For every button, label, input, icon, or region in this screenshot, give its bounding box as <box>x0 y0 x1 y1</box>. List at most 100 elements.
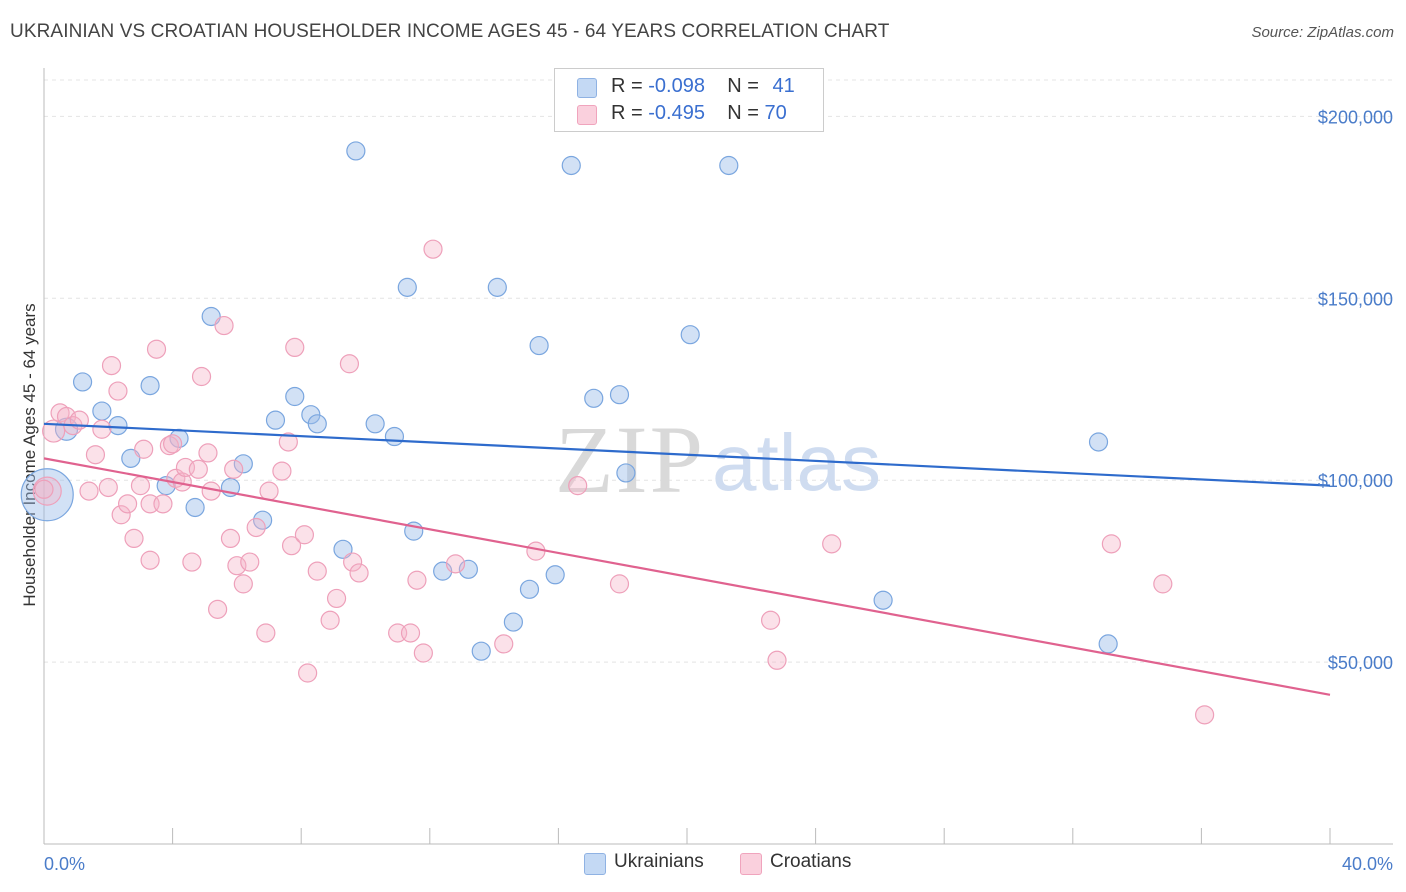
point-croatians <box>92 419 112 439</box>
point-croatians <box>79 481 99 501</box>
x-tick-label-min: 0.0% <box>44 854 85 874</box>
y-tick-label: $150,000 <box>1318 289 1393 309</box>
point-croatians <box>208 599 228 619</box>
point-ukrainians <box>140 376 160 396</box>
point-croatians <box>285 337 305 357</box>
point-croatians <box>140 550 160 570</box>
legend-n-value: 70 <box>764 102 787 124</box>
legend-r-label: R = <box>611 75 643 97</box>
point-ukrainians <box>384 426 405 447</box>
point-croatians <box>494 634 514 654</box>
point-croatians <box>294 525 315 545</box>
point-ukrainians <box>265 410 286 430</box>
point-ukrainians <box>719 155 739 176</box>
y-tick-label: $200,000 <box>1318 107 1393 127</box>
point-croatians <box>117 494 138 514</box>
point-croatians <box>445 554 466 574</box>
point-croatians <box>240 552 260 572</box>
point-croatians <box>1101 534 1121 554</box>
chart-title: UKRAINIAN VS CROATIAN HOUSEHOLDER INCOME… <box>10 21 890 42</box>
point-croatians <box>134 439 154 459</box>
point-croatians <box>1153 574 1173 594</box>
point-croatians <box>298 663 318 683</box>
point-croatians <box>214 315 234 336</box>
point-ukrainians <box>20 468 74 522</box>
point-croatians <box>98 477 118 498</box>
point-croatians <box>108 381 128 401</box>
point-croatians <box>320 610 340 630</box>
point-ukrainians <box>529 335 549 356</box>
trend-line-ukrainians <box>43 422 1331 487</box>
point-croatians <box>233 574 253 594</box>
point-croatians <box>526 541 546 561</box>
point-croatians <box>220 528 241 549</box>
legend-swatch-ukrainians <box>577 78 597 98</box>
point-croatians <box>767 650 787 670</box>
x-tick-label-max: 40.0% <box>1342 854 1393 874</box>
point-croatians <box>822 534 842 554</box>
legend-n-label: N = <box>727 75 759 97</box>
bottom-legend-label-ukrainians: Ukrainians <box>614 851 704 872</box>
legend-n-value: 41 <box>772 75 795 97</box>
point-croatians <box>101 355 122 376</box>
point-croatians <box>153 494 173 514</box>
point-ukrainians <box>1098 634 1118 654</box>
legend-r-value: -0.098 <box>648 75 705 97</box>
point-ukrainians <box>471 641 491 661</box>
point-croatians <box>609 574 630 594</box>
source-note: Source: ZipAtlas.com <box>1251 24 1394 41</box>
point-ukrainians <box>519 579 540 599</box>
point-ukrainians <box>584 388 604 408</box>
point-ukrainians <box>503 612 523 632</box>
point-croatians <box>1195 705 1215 725</box>
point-ukrainians <box>307 414 327 434</box>
point-ukrainians <box>616 463 636 483</box>
point-croatians <box>343 552 363 572</box>
watermark-zip: ZIP <box>555 406 705 513</box>
point-ukrainians <box>233 454 253 474</box>
point-ukrainians <box>397 277 417 297</box>
bottom-legend-label-croatians: Croatians <box>770 851 852 872</box>
point-croatians <box>407 570 427 590</box>
point-croatians <box>423 239 443 259</box>
legend-n-label: N = <box>727 102 759 124</box>
legend: R = -0.098 N = 41 R = -0.495 N = 70 <box>554 68 824 132</box>
point-ukrainians <box>253 510 273 530</box>
point-croatians <box>198 443 218 463</box>
point-ukrainians <box>1088 432 1109 452</box>
data-points <box>20 141 1215 725</box>
point-croatians <box>760 610 781 630</box>
point-croatians <box>272 461 292 481</box>
point-ukrainians <box>365 414 385 434</box>
point-croatians <box>246 517 266 538</box>
point-ukrainians <box>333 539 353 559</box>
point-croatians <box>307 561 327 581</box>
point-croatians <box>256 623 276 643</box>
point-ukrainians <box>609 385 630 405</box>
point-croatians <box>50 403 70 423</box>
point-croatians <box>111 505 131 525</box>
point-croatians <box>85 445 106 465</box>
point-croatians <box>227 556 247 576</box>
trend-line-croatians <box>43 457 1331 696</box>
legend-r-value: -0.495 <box>648 102 705 124</box>
point-croatians <box>400 623 421 643</box>
bottom-legend-swatch-croatians <box>740 853 762 875</box>
point-ukrainians <box>92 401 112 421</box>
point-ukrainians <box>487 277 507 297</box>
point-croatians <box>339 354 360 374</box>
point-ukrainians <box>108 416 128 436</box>
point-croatians <box>163 434 183 454</box>
legend-r-label: R = <box>611 102 643 124</box>
y-tick-labels: $50,000 $100,000 $150,000 $200,000 <box>1318 107 1393 673</box>
point-croatians <box>191 366 212 387</box>
point-croatians <box>326 588 347 609</box>
point-croatians <box>188 459 208 479</box>
point-croatians <box>159 436 179 456</box>
y-tick-label: $50,000 <box>1328 653 1393 673</box>
point-croatians <box>124 528 144 549</box>
point-ukrainians <box>680 325 700 345</box>
point-ukrainians <box>285 386 305 407</box>
point-croatians <box>34 479 54 499</box>
